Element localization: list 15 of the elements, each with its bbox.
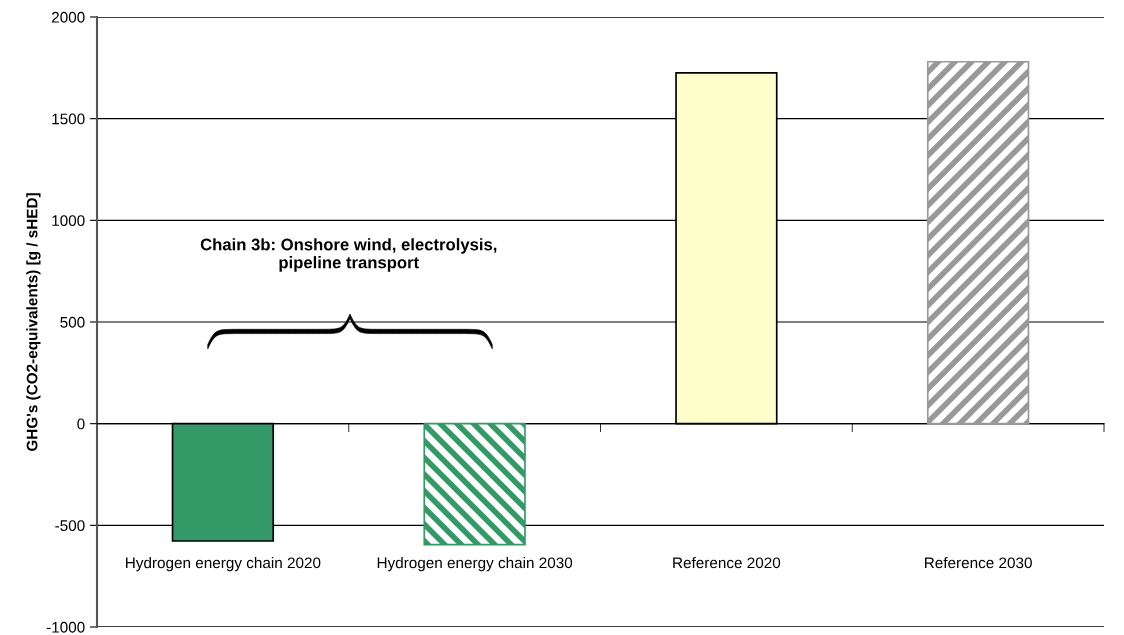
y-tick-label: -1000 bbox=[46, 621, 85, 633]
bar bbox=[423, 422, 526, 546]
y-tick-label: 500 bbox=[60, 316, 85, 328]
annotation: Chain 3b: Onshore wind, electrolysis, pipeline transport bbox=[200, 238, 497, 272]
bar bbox=[926, 60, 1030, 425]
y-tick-label: 1000 bbox=[52, 215, 85, 227]
x-tick-label: Hydrogen energy chain 2030 bbox=[377, 557, 573, 572]
y-tick-label: 1500 bbox=[52, 113, 85, 125]
y-tick-label: 2000 bbox=[51, 11, 85, 23]
y-tick-label: 0 bbox=[77, 418, 85, 430]
x-tick-label: Reference 2020 bbox=[673, 557, 781, 569]
x-tick-label: Reference 2030 bbox=[925, 557, 1032, 569]
y-axis-title: GHG's (CO2-equivalents) [g / sHED] bbox=[26, 193, 41, 451]
x-tick-label: Hydrogen energy chain 2020 bbox=[126, 557, 321, 572]
y-tick-label: -500 bbox=[55, 520, 85, 532]
